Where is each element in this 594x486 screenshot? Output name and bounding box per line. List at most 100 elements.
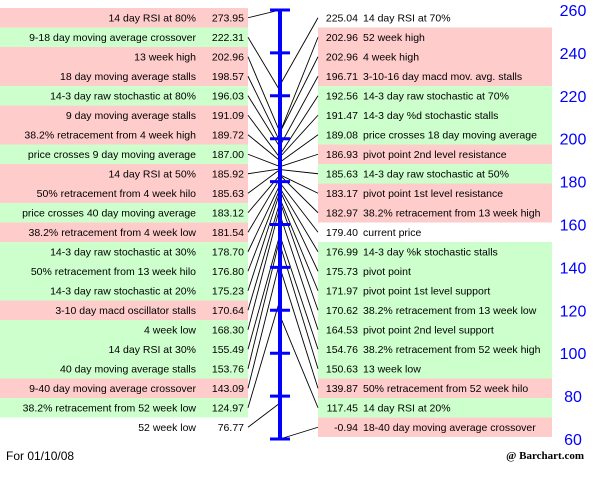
left-connector <box>247 234 281 350</box>
left-row-bg <box>0 300 248 320</box>
axis-tick-label: 160 <box>560 218 587 235</box>
right-row-value: 186.93 <box>326 149 358 161</box>
axis-tick-label: 100 <box>560 346 587 363</box>
left-row-value: 196.03 <box>212 90 244 102</box>
left-row-label: 14-3 day raw stochastic at 80% <box>50 90 196 102</box>
right-row-value: 171.97 <box>326 285 358 297</box>
right-row-bg <box>318 222 552 242</box>
right-row-bg <box>318 66 552 86</box>
left-row-value: 181.54 <box>212 227 244 239</box>
right-row-value: 154.76 <box>326 344 358 356</box>
right-row-value: 179.40 <box>326 227 358 239</box>
left-row-bg <box>0 417 248 437</box>
left-row-bg <box>0 242 248 262</box>
right-row-label: current price <box>363 227 422 239</box>
left-row-bg <box>0 66 248 86</box>
left-row-label: 4 week low <box>144 324 196 336</box>
left-row-label: price crosses 9 day moving average <box>28 149 196 161</box>
right-connector <box>279 235 319 350</box>
left-row-bg <box>0 164 248 184</box>
left-connector <box>247 237 281 369</box>
right-row-label: 14-3 day raw stochastic at 70% <box>363 90 509 102</box>
right-connector <box>279 153 319 168</box>
axis-tick-label: 260 <box>560 3 587 20</box>
left-row-bg <box>0 222 248 242</box>
left-connector <box>247 56 281 133</box>
left-row-bg <box>0 281 248 301</box>
left-row-value: 175.23 <box>212 285 244 297</box>
right-row-bg <box>318 8 552 28</box>
left-row-label: 14 day RSI at 30% <box>108 344 196 356</box>
axis-tick-label: 120 <box>560 303 587 320</box>
right-row-label: pivot point 2nd level support <box>363 324 494 336</box>
right-row-label: price crosses 18 day moving average <box>363 129 537 141</box>
axis-tick-label: 200 <box>560 132 587 149</box>
left-connector <box>247 169 281 194</box>
left-connector <box>247 188 281 272</box>
right-row-value: 117.45 <box>327 402 358 414</box>
axis-tick-label: 60 <box>564 432 582 449</box>
right-row-value: 170.62 <box>326 305 358 317</box>
right-connector <box>279 214 319 330</box>
right-row-value: 139.87 <box>326 383 358 395</box>
right-row-value: 225.04 <box>326 12 358 24</box>
left-row-value: 124.97 <box>212 402 244 414</box>
axis-tick-label: 140 <box>560 260 587 277</box>
left-connector <box>247 178 281 233</box>
right-connector <box>279 187 319 252</box>
left-row-bg <box>0 203 248 223</box>
left-row-label: 38.2% retracement from 4 week high <box>24 129 196 141</box>
right-connector <box>279 190 319 272</box>
left-connector <box>247 37 281 92</box>
left-row-bg <box>0 261 248 281</box>
right-row-value: 164.53 <box>326 324 358 336</box>
left-row-label: 52 week low <box>138 422 196 434</box>
right-row-label: pivot point 1st level resistance <box>363 188 503 200</box>
right-row-value: 192.56 <box>326 90 358 102</box>
right-row-bg <box>318 105 552 125</box>
left-row-value: 183.12 <box>212 207 244 219</box>
left-row-value: 189.72 <box>212 129 244 141</box>
right-row-value: 183.17 <box>326 188 358 200</box>
left-row-value: 222.31 <box>212 32 244 44</box>
right-row-label: pivot point <box>363 266 411 278</box>
left-connector <box>247 153 281 168</box>
left-row-bg <box>0 378 248 398</box>
right-row-bg <box>318 359 552 379</box>
right-row-label: 38.2% retracement from 13 week low <box>363 305 537 317</box>
left-connector <box>247 184 281 252</box>
right-row-label: 38.2% retracement from 13 week high <box>363 207 541 219</box>
left-row-label: 14-3 day raw stochastic at 30% <box>50 246 196 258</box>
left-row-label: 14-3 day raw stochastic at 20% <box>50 285 196 297</box>
left-row-bg <box>0 8 248 28</box>
right-connector <box>279 134 319 163</box>
left-row-value: 191.09 <box>212 110 244 122</box>
date-footer: For 01/10/08 <box>6 449 75 463</box>
left-row-label: 38.2% retracement from 52 week low <box>23 402 197 414</box>
right-row-bg <box>318 417 552 437</box>
left-row-value: 76.77 <box>218 422 244 434</box>
right-connector <box>279 169 319 175</box>
right-row-bg <box>318 27 552 47</box>
price-axis <box>270 8 290 441</box>
right-row-label: pivot point 1st level support <box>363 285 490 297</box>
left-row-bg <box>0 339 248 359</box>
right-row-label: 14-3 day %d stochastic stalls <box>363 110 498 122</box>
left-row-value: 202.96 <box>212 51 244 63</box>
left-connector <box>247 168 281 175</box>
right-connector <box>279 114 319 158</box>
right-connector <box>279 76 319 146</box>
right-connector <box>279 315 319 408</box>
left-row-value: 198.57 <box>212 71 244 83</box>
left-row-bg <box>0 398 248 418</box>
left-row-value: 170.64 <box>212 305 244 317</box>
right-row-bg <box>318 144 552 164</box>
axis-tick-label: 180 <box>560 175 587 192</box>
right-row-label: 50% retracement from 52 week hilo <box>363 383 528 395</box>
right-row-label: 52 week high <box>363 32 425 44</box>
left-row-bg <box>0 320 248 340</box>
right-connector <box>279 244 319 369</box>
left-row-label: 9 day moving average stalls <box>66 110 196 122</box>
right-connector <box>279 426 319 440</box>
right-connector <box>279 17 319 86</box>
